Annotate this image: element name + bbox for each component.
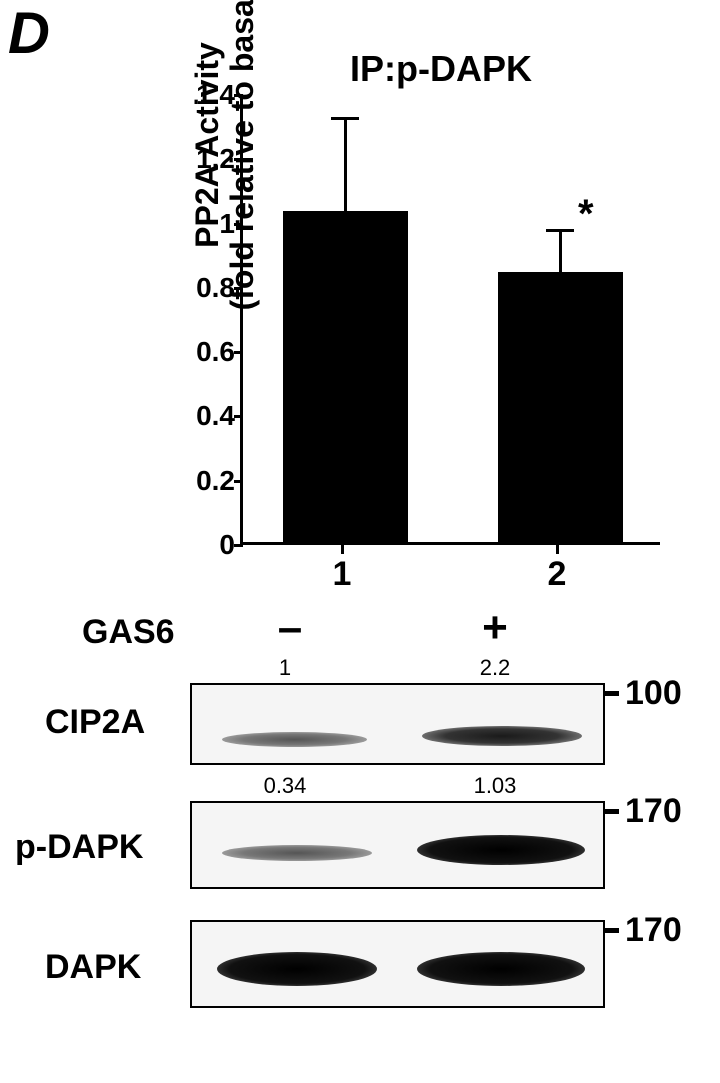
bar-1 xyxy=(283,211,408,542)
errorbar-2-cap xyxy=(546,229,574,232)
band xyxy=(417,952,585,986)
mw-label-cip2a: 100 xyxy=(625,674,682,713)
blot-box-pdapk xyxy=(190,801,605,889)
plot-area: * xyxy=(240,95,660,545)
errorbar-1-cap xyxy=(331,117,359,120)
mw-label-dapk: 170 xyxy=(625,911,682,950)
x-tick-mark xyxy=(341,545,344,554)
band xyxy=(417,835,585,865)
panel-label: D xyxy=(8,0,50,67)
mw-label-pdapk: 170 xyxy=(625,792,682,831)
chart-title: IP:p-DAPK xyxy=(350,48,532,90)
y-tick: 0.2 xyxy=(195,465,235,497)
quant-pdapk-2: 1.03 xyxy=(460,773,530,799)
band xyxy=(422,726,582,746)
blot-label-pdapk: p-DAPK xyxy=(15,828,143,867)
blot-label-dapk: DAPK xyxy=(45,948,141,987)
errorbar-1-line xyxy=(344,118,347,211)
band xyxy=(222,845,372,861)
mw-mark xyxy=(605,691,619,696)
quant-cip2a-2: 2.2 xyxy=(470,655,520,681)
band xyxy=(217,952,377,986)
y-tick: 0.4 xyxy=(195,400,235,432)
quant-pdapk-1: 0.34 xyxy=(250,773,320,799)
condition-minus: – xyxy=(270,603,310,653)
quant-cip2a-1: 1 xyxy=(260,655,310,681)
bar-chart: PP2A Activity (fold relative to basal) 0… xyxy=(195,95,660,560)
y-tick: 0 xyxy=(195,529,235,561)
condition-label: GAS6 xyxy=(82,613,175,652)
bar-2 xyxy=(498,272,623,542)
y-tick: 1 xyxy=(195,208,235,240)
blot-box-dapk xyxy=(190,920,605,1008)
y-tick: 0.6 xyxy=(195,336,235,368)
blot-label-cip2a: CIP2A xyxy=(45,703,145,742)
mw-mark xyxy=(605,928,619,933)
y-tick: 0.8 xyxy=(195,272,235,304)
condition-plus: + xyxy=(475,603,515,653)
y-tick: 1.4 xyxy=(195,79,235,111)
y-tick: 1.2 xyxy=(195,143,235,175)
mw-mark xyxy=(605,809,619,814)
errorbar-2-line xyxy=(559,230,562,272)
x-tick: 2 xyxy=(547,555,567,594)
x-tick: 1 xyxy=(332,555,352,594)
blot-box-cip2a xyxy=(190,683,605,765)
band xyxy=(222,732,367,747)
significance-star: * xyxy=(578,192,594,237)
x-tick-mark xyxy=(556,545,559,554)
